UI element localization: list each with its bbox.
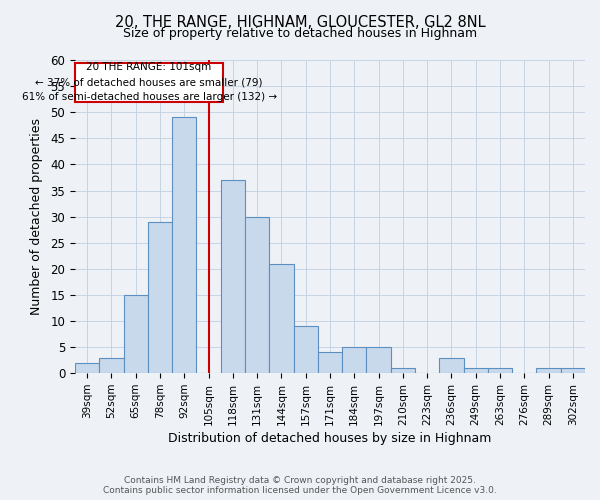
Bar <box>464 368 488 373</box>
Bar <box>342 347 367 373</box>
FancyBboxPatch shape <box>75 62 223 102</box>
Bar <box>148 222 172 373</box>
X-axis label: Distribution of detached houses by size in Highnam: Distribution of detached houses by size … <box>169 432 492 445</box>
Bar <box>100 358 124 373</box>
Bar <box>367 347 391 373</box>
Bar <box>75 363 100 373</box>
Bar <box>221 180 245 373</box>
Bar <box>269 264 293 373</box>
Bar <box>561 368 585 373</box>
Bar <box>293 326 318 373</box>
Bar <box>124 295 148 373</box>
Text: 20 THE RANGE: 101sqm
← 37% of detached houses are smaller (79)
61% of semi-detac: 20 THE RANGE: 101sqm ← 37% of detached h… <box>22 62 277 102</box>
Bar <box>172 118 196 373</box>
Text: 20, THE RANGE, HIGHNAM, GLOUCESTER, GL2 8NL: 20, THE RANGE, HIGHNAM, GLOUCESTER, GL2 … <box>115 15 485 30</box>
Bar <box>391 368 415 373</box>
Bar <box>245 216 269 373</box>
Bar <box>536 368 561 373</box>
Text: Size of property relative to detached houses in Highnam: Size of property relative to detached ho… <box>123 28 477 40</box>
Text: Contains HM Land Registry data © Crown copyright and database right 2025.
Contai: Contains HM Land Registry data © Crown c… <box>103 476 497 495</box>
Bar <box>488 368 512 373</box>
Bar <box>439 358 464 373</box>
Bar <box>318 352 342 373</box>
Y-axis label: Number of detached properties: Number of detached properties <box>31 118 43 315</box>
